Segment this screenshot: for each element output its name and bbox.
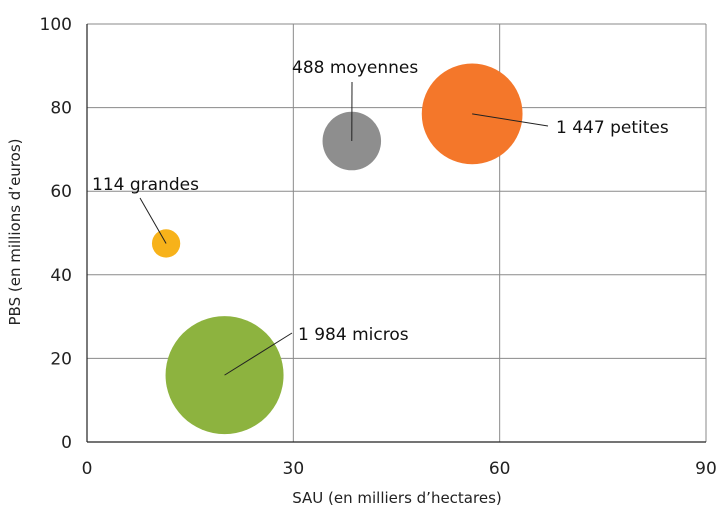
x-tick-label: 90 bbox=[695, 459, 717, 479]
y-tick-label: 0 bbox=[61, 433, 72, 453]
leader-line bbox=[139, 197, 167, 244]
y-tick-label: 20 bbox=[50, 349, 72, 369]
leader-line bbox=[224, 332, 293, 376]
bubble-labels: 114 grandes 488 moyennes 1 447 petites 1 98… bbox=[92, 58, 669, 376]
bubbles bbox=[151, 63, 523, 435]
axes bbox=[86, 24, 706, 443]
x-tick-label: 30 bbox=[283, 459, 305, 479]
leader-line bbox=[472, 113, 549, 127]
x-axis-label: SAU (en milliers d’hectares) bbox=[292, 489, 502, 507]
bubble-label: 488 moyennes bbox=[292, 58, 418, 78]
tick-labels: 0 30 60 90 0 20 40 60 80 100 bbox=[40, 15, 717, 479]
y-axis-label: PBS (en millions d’euros) bbox=[6, 139, 24, 326]
bubble bbox=[421, 63, 523, 165]
y-tick-label: 40 bbox=[50, 266, 72, 286]
y-tick-label: 80 bbox=[50, 99, 72, 119]
x-tick-label: 60 bbox=[489, 459, 511, 479]
x-tick-label: 0 bbox=[82, 459, 93, 479]
y-tick-label: 60 bbox=[50, 182, 72, 202]
y-tick-label: 100 bbox=[40, 15, 72, 35]
bubble-label: 114 grandes bbox=[92, 175, 199, 195]
bubble-label: 1 984 micros bbox=[298, 325, 409, 345]
bubble-label: 1 447 petites bbox=[556, 118, 669, 138]
bubble bbox=[165, 316, 284, 435]
